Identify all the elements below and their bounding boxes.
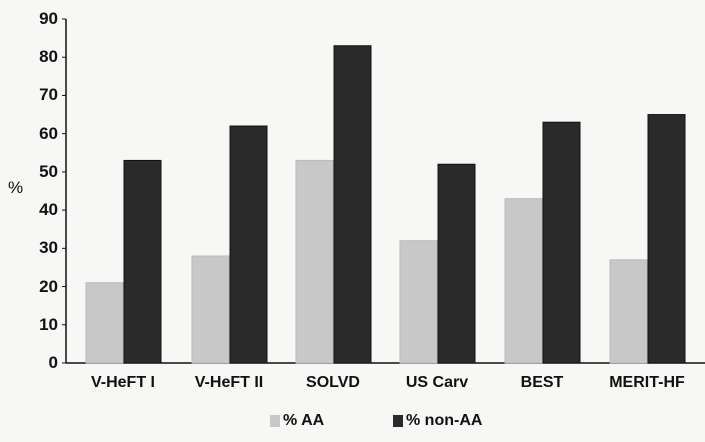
x-tick-label: BEST [520,374,564,391]
x-tick-label: SOLVD [306,374,360,391]
legend-label-aa: % AA [283,412,325,429]
bar-aa [504,198,543,364]
bar-non-aa [333,45,372,364]
legend-item-aa: % AA [270,412,324,430]
bar-non-aa [647,114,686,364]
x-tick-label: V-HeFT II [194,374,264,391]
bar-non-aa [123,159,162,364]
bar-aa [399,240,438,364]
y-tick-label: 70 [39,85,58,105]
y-axis-label: % [8,178,24,197]
y-tick-label: 90 [39,9,58,28]
bar-non-aa [542,121,581,364]
y-tick-label: 20 [39,276,58,296]
x-tick-label: V-HeFT I [90,374,155,391]
y-tick-label: 10 [39,314,58,334]
bar-aa [609,259,648,364]
bar-aa [191,255,230,364]
y-tick-label: 50 [39,161,58,181]
bar-non-aa [437,163,476,364]
x-tick-label: US Carv [405,374,469,391]
y-tick-label: 0 [48,353,58,372]
x-tick-label: MERIT-HF [609,374,685,391]
bar-non-aa [229,125,268,364]
bar-aa [295,159,334,364]
y-tick-label: 40 [39,200,58,220]
y-tick-label: 80 [39,47,58,67]
legend-label-non-aa: % non-AA [406,412,483,429]
legend-swatch-non-aa [393,415,403,427]
y-tick-label: 30 [39,238,58,258]
bar-aa [85,282,124,364]
y-tick-label: 60 [39,123,58,143]
legend-item-non-aa: % non-AA [393,412,482,430]
legend-swatch-aa [270,415,280,427]
